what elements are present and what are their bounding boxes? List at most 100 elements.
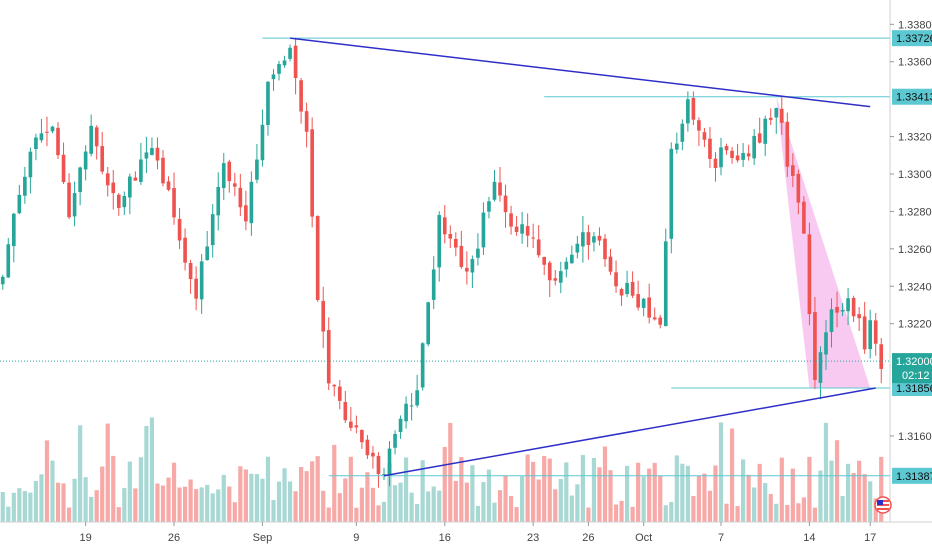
y-tick-label: 1.33800 [898,19,932,31]
candle-body [227,161,232,182]
volume-bar [182,486,188,522]
candle-body [763,118,768,144]
level-tag[interactable] [892,380,932,397]
candle-body [72,193,77,217]
trendlines[interactable] [289,37,876,477]
volume-bar [271,500,276,522]
candle-body [746,153,751,157]
candle-body [398,418,403,432]
candle-body [619,288,624,296]
trendline[interactable] [289,37,871,108]
countdown-label: 02:12 [902,370,930,382]
candle-body [244,205,248,222]
y-tick-label: 1.33600 [898,57,932,69]
candle-body [376,455,381,475]
candle-body [476,248,480,258]
candle-body [785,121,790,167]
candle-body [11,213,16,247]
volume-bar [420,460,425,522]
volume-bar [381,501,387,522]
price-axis[interactable]: 1.33800 1.33600 1.33200 1.33000 1.32800 1.326… [890,19,932,484]
volume-bar [746,474,751,522]
volume-bar [66,507,72,522]
volume-bar [94,490,99,522]
candle-body [708,138,712,159]
candle-body [387,448,392,476]
volume-bar [868,481,873,522]
candle-body [724,146,729,151]
volume-bar [332,444,337,522]
volume-bar [238,466,243,522]
volume-bar [514,507,519,522]
volume-bar [448,422,453,522]
candle-body [514,226,519,233]
level-tag[interactable] [892,88,932,105]
volume-bar [785,505,790,522]
current-price-tag[interactable] [892,353,932,384]
volume-bar [17,488,22,522]
volume-bar [597,467,602,522]
time-axis[interactable]: 19 26 Sep 9 16 23 26 Oct 7 14 17 [80,522,877,544]
volume-bar [22,490,27,522]
volume-bar [155,483,160,522]
volume-bar [575,484,580,522]
candle-body [128,176,132,198]
y-tick-label: 1.32200 [898,319,932,331]
candle-body [144,152,149,159]
candle-body [415,390,419,406]
volume-bar [403,457,409,522]
candle-body [349,421,353,428]
volume-bar [641,476,646,522]
volume-bar [553,489,558,522]
volume-bar [829,460,834,522]
horizontal-levels[interactable] [262,37,890,477]
volume-bar [39,474,44,522]
volume-bar [531,461,536,522]
candle-body [542,256,547,265]
volume-bar [879,456,884,522]
volume-bar [227,486,232,522]
candle-body [641,298,646,308]
candle-body [105,173,110,186]
x-tick-label: 16 [439,532,451,544]
candle-body [702,132,707,140]
candle-body [448,233,453,239]
volume-bar [481,482,486,522]
candle-body [558,271,563,283]
current-price-label: 1.32000 [896,356,932,368]
volume-bar [536,479,541,522]
volume-bar [11,492,16,522]
level-tag[interactable] [892,467,932,484]
candle-body [23,176,27,196]
volume-bar [685,465,690,522]
candle-body [299,80,303,112]
volume-bar [862,474,867,522]
candle-body [17,194,22,214]
volume-bar [133,488,138,522]
volume-bar [138,457,143,522]
volume-bar [608,470,613,522]
candle-body [481,212,486,248]
trendline[interactable] [383,387,876,477]
candle-body [360,429,364,443]
volume-bar [591,458,597,522]
candle-body [570,254,574,264]
candle-body [796,173,801,203]
volume-bar [188,479,193,522]
volume-bar [83,477,88,522]
candle-body [741,152,745,160]
volume-bar [542,455,547,522]
volume-bar [834,440,840,522]
volume-bar [768,494,773,522]
level-tag[interactable] [892,30,932,47]
candle-body [194,278,198,299]
volume-bar [807,456,812,522]
candle-body [807,234,812,315]
volume-bar [216,489,221,522]
candle-body [255,159,259,180]
candle-body [0,276,5,285]
volume-bar [707,490,713,522]
candle-body [680,123,685,142]
candle-body [547,262,552,281]
